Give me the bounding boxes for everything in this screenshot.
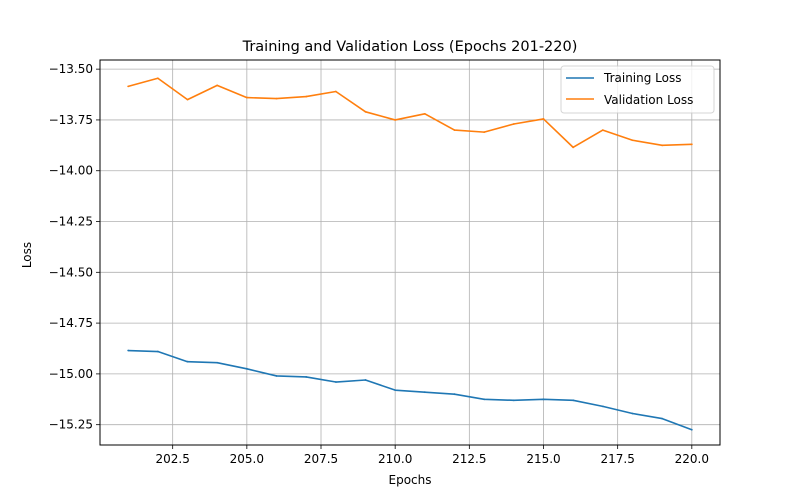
- legend-box: [560, 65, 715, 114]
- y-axis-label: Loss: [20, 242, 34, 268]
- training-loss-point: [572, 399, 575, 402]
- validation-loss-point: [690, 143, 693, 146]
- training-loss-point: [483, 398, 486, 401]
- validation-loss-point: [601, 129, 604, 131]
- validation-loss-point: [483, 131, 486, 134]
- training-loss-point: [305, 376, 308, 378]
- training-loss-point: [453, 393, 456, 396]
- x-tick-label: 205.0: [230, 452, 264, 466]
- series-lines: [127, 77, 693, 431]
- x-tick-label: 217.5: [600, 452, 634, 466]
- validation-loss-point: [156, 77, 159, 80]
- validation-loss-point: [245, 96, 248, 99]
- validation-loss-point: [364, 110, 367, 113]
- validation-loss-point: [334, 90, 337, 93]
- validation-loss-point: [275, 97, 278, 100]
- validation-loss-point: [661, 144, 664, 147]
- validation-loss-point: [572, 146, 575, 149]
- y-tick-label: −14.00: [49, 164, 93, 178]
- validation-loss-point: [305, 95, 308, 98]
- x-tick-label: 215.0: [526, 452, 560, 466]
- y-tick-label: −15.25: [49, 418, 93, 432]
- training-loss-point: [245, 367, 248, 370]
- validation-loss-point: [512, 123, 515, 125]
- training-loss-point: [186, 360, 189, 363]
- training-loss-point: [216, 361, 219, 364]
- legend: Training Loss Validation Loss: [560, 65, 715, 114]
- training-loss-point: [156, 350, 159, 353]
- y-tick-label: −13.75: [49, 113, 93, 127]
- training-loss-point: [690, 428, 693, 431]
- x-tick-label: 210.0: [378, 452, 412, 466]
- training-loss-point: [364, 379, 367, 381]
- validation-loss-point: [127, 85, 130, 88]
- x-tick-label: 212.5: [452, 452, 486, 466]
- legend-label-validation: Validation Loss: [604, 93, 693, 107]
- axis-ticks: 202.5 205.0 207.5 210.0 212.5 215.0 217.5 220.0…: [49, 62, 709, 466]
- validation-loss-point: [542, 118, 545, 120]
- training-loss-point: [334, 381, 337, 383]
- validation-loss-point: [631, 139, 634, 142]
- training-loss-point: [512, 399, 515, 402]
- training-loss-point: [127, 349, 130, 352]
- grid-lines: [100, 60, 720, 445]
- chart-title: Training and Validation Loss (Epochs 201…: [242, 39, 578, 55]
- x-axis-label: Epochs: [389, 473, 432, 487]
- validation-loss-point: [423, 112, 426, 115]
- training-loss-point: [601, 405, 604, 408]
- validation-loss-point: [394, 119, 397, 121]
- y-tick-label: −14.25: [49, 215, 93, 229]
- training-loss-point: [631, 412, 634, 415]
- training-loss-point: [661, 417, 664, 420]
- training-loss-point: [542, 398, 545, 401]
- validation-loss-line: [127, 77, 692, 149]
- y-tick-label: −15.00: [49, 367, 93, 381]
- training-loss-point: [275, 375, 278, 377]
- x-tick-label: 207.5: [304, 452, 338, 466]
- validation-loss-point: [216, 84, 219, 87]
- y-tick-label: −13.50: [49, 62, 93, 76]
- plot-area-frame: [99, 59, 721, 446]
- training-loss-point: [423, 391, 426, 394]
- validation-loss-point: [186, 98, 189, 101]
- training-loss-point: [394, 389, 397, 392]
- x-tick-label: 220.0: [675, 452, 709, 466]
- x-tick-label: 202.5: [155, 452, 189, 466]
- legend-label-training: Training Loss: [603, 71, 681, 85]
- y-tick-label: −14.50: [49, 265, 93, 279]
- training-loss-line: [128, 349, 693, 431]
- y-tick-label: −14.75: [49, 316, 93, 330]
- validation-loss-point: [453, 129, 456, 131]
